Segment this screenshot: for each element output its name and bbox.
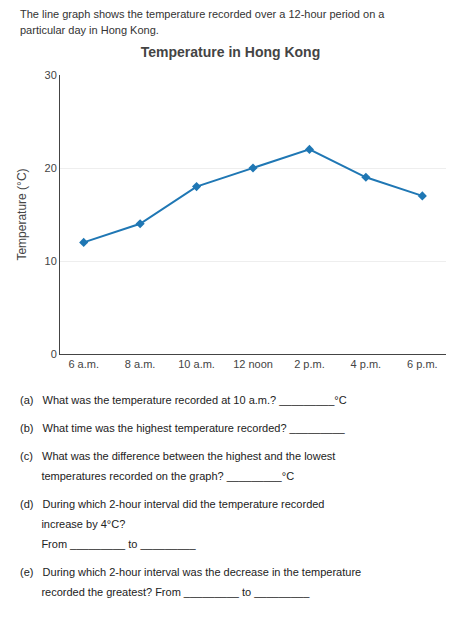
svg-text:8 a.m.: 8 a.m. xyxy=(125,358,156,370)
svg-text:12 noon: 12 noon xyxy=(233,358,273,370)
svg-text:increase by 4°C?: increase by 4°C? xyxy=(20,518,125,530)
svg-text:The line graph shows the tempe: The line graph shows the temperature rec… xyxy=(20,8,385,20)
svg-text:particular day in Hong Kong.: particular day in Hong Kong. xyxy=(20,24,159,36)
svg-text:temperatures recorded on the g: temperatures recorded on the graph? ____… xyxy=(20,470,294,482)
svg-text:(d) During which 2-hour inte: (d) During which 2-hour interval did the… xyxy=(20,498,324,510)
svg-text:Temperature in Hong Kong: Temperature in Hong Kong xyxy=(141,44,320,60)
svg-text:0: 0 xyxy=(51,348,57,360)
svg-text:20: 20 xyxy=(45,162,57,174)
svg-text:6 p.m.: 6 p.m. xyxy=(407,358,438,370)
svg-text:From _________ to _________: From _________ to _________ xyxy=(20,538,196,550)
svg-text:recorded the greatest? From __: recorded the greatest? From _________ to… xyxy=(20,586,310,598)
svg-text:10: 10 xyxy=(45,255,57,267)
svg-text:(b) What time was the highes: (b) What time was the highest temperatur… xyxy=(20,422,346,434)
svg-text:(e) During which 2-hour inte: (e) During which 2-hour interval was the… xyxy=(20,566,361,578)
svg-text:6 a.m.: 6 a.m. xyxy=(68,358,99,370)
svg-text:10 a.m.: 10 a.m. xyxy=(178,358,215,370)
svg-text:(c) What was the difference: (c) What was the difference between the … xyxy=(20,450,335,462)
svg-text:4 p.m.: 4 p.m. xyxy=(351,358,382,370)
svg-text:Temperature (°C): Temperature (°C) xyxy=(15,168,29,260)
svg-text:30: 30 xyxy=(45,69,57,81)
svg-text:2 p.m.: 2 p.m. xyxy=(294,358,325,370)
svg-text:(a) What was the temperature: (a) What was the temperature recorded at… xyxy=(20,394,347,406)
